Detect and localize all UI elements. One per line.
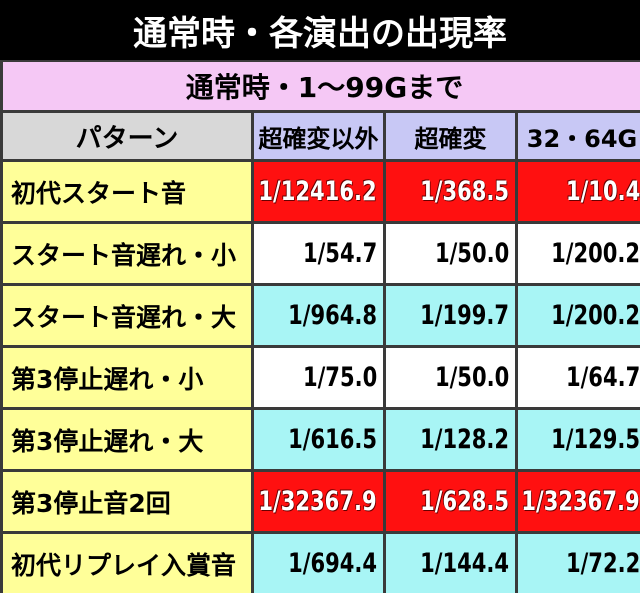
column-header: パターン <box>3 113 251 159</box>
row-label: 初代リプレイ入賞音 <box>3 534 251 593</box>
cell: 1/200.2 <box>518 224 640 283</box>
row-label: 第3停止音2回 <box>3 472 251 531</box>
cell-text: 1/200.2 <box>551 238 640 269</box>
cell: 1/694.4 <box>254 534 383 593</box>
cell-text: 1/64.7 <box>565 362 640 393</box>
row-label: スタート音遅れ・大 <box>3 286 251 345</box>
cell-text: 1/144.4 <box>420 548 509 579</box>
cell-text: 1/72.2 <box>565 548 640 579</box>
cell: 1/75.0 <box>254 348 383 407</box>
column-header: 超確変以外 <box>254 113 383 159</box>
cell-text: 1/32367.9 <box>521 486 640 517</box>
column-header: 32・64G <box>518 113 640 159</box>
cell-text: 1/368.5 <box>420 176 509 207</box>
row-label: スタート音遅れ・小 <box>3 224 251 283</box>
cell-text: 1/50.0 <box>434 238 509 269</box>
cell: 1/199.7 <box>386 286 515 345</box>
subtitle: 通常時・1～99Gまで <box>3 62 640 110</box>
cell-text: 1/694.4 <box>288 548 377 579</box>
cell: 1/72.2 <box>518 534 640 593</box>
cell-text: 1/54.7 <box>302 238 377 269</box>
cell: 1/129.5 <box>518 410 640 469</box>
row-label: 初代スタート音 <box>3 162 251 221</box>
column-header: 超確変 <box>386 113 515 159</box>
cell-text: 1/50.0 <box>434 362 509 393</box>
row-label: 第3停止遅れ・小 <box>3 348 251 407</box>
cell: 1/616.5 <box>254 410 383 469</box>
cell: 1/54.7 <box>254 224 383 283</box>
cell: 1/50.0 <box>386 348 515 407</box>
cell: 1/964.8 <box>254 286 383 345</box>
cell: 1/10.4 <box>518 162 640 221</box>
cell: 1/628.5 <box>386 472 515 531</box>
cell: 1/128.2 <box>386 410 515 469</box>
cell: 1/64.7 <box>518 348 640 407</box>
cell: 1/200.2 <box>518 286 640 345</box>
table: 通常時・1～99Gまで パターン 超確変以外 超確変 32・64G 初代スタート音 1/1… <box>0 62 640 593</box>
cell: 1/368.5 <box>386 162 515 221</box>
cell-text: 1/32367.9 <box>258 486 377 517</box>
cell-text: 1/128.2 <box>420 424 509 455</box>
row-label: 第3停止遅れ・大 <box>3 410 251 469</box>
cell: 1/12416.2 <box>254 162 383 221</box>
cell-text: 1/129.5 <box>551 424 640 455</box>
cell-text: 1/964.8 <box>288 300 377 331</box>
cell-text: 1/628.5 <box>420 486 509 517</box>
cell-text: 1/199.7 <box>420 300 509 331</box>
cell-text: 1/12416.2 <box>258 176 377 207</box>
cell-text: 1/75.0 <box>302 362 377 393</box>
title: 通常時・各演出の出現率 <box>0 0 640 60</box>
cell: 1/32367.9 <box>254 472 383 531</box>
cell-text: 1/10.4 <box>565 176 640 207</box>
cell-text: 1/616.5 <box>288 424 377 455</box>
cell: 1/32367.9 <box>518 472 640 531</box>
cell-text: 1/200.2 <box>551 300 640 331</box>
cell: 1/144.4 <box>386 534 515 593</box>
cell: 1/50.0 <box>386 224 515 283</box>
